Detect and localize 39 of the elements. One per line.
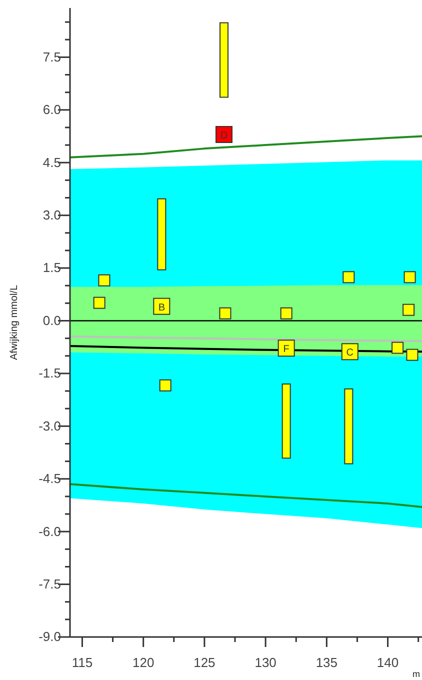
x-tick-label: 135: [316, 654, 338, 670]
x-tick-label: 120: [132, 654, 154, 670]
y-tick-label: -3.0: [38, 418, 61, 434]
y-tick-label: 1.5: [42, 260, 61, 276]
y-axis-title: Afwijking mmol/L: [9, 284, 20, 360]
y-tick-label: 0.0: [42, 312, 61, 328]
point: [280, 307, 292, 320]
bar: [344, 388, 354, 464]
x-tick-label: 140: [376, 654, 399, 670]
point: [159, 379, 172, 392]
y-tick-label: 3.0: [42, 207, 61, 222]
bar: [220, 22, 228, 98]
data-label: B: [158, 302, 166, 314]
x-tick-label: 115: [72, 654, 93, 670]
y-tick-label: 6.0: [42, 102, 61, 118]
data-label: D: [220, 130, 228, 142]
point: [219, 307, 232, 320]
x-tick-label: 130: [254, 654, 276, 670]
bar: [282, 383, 291, 459]
x-tick-label: 125: [194, 654, 216, 670]
y-tick-label: -6.0: [38, 524, 61, 539]
line-series: [70, 483, 422, 508]
point: [404, 271, 416, 284]
data-label: C: [346, 348, 354, 359]
point: [402, 304, 415, 316]
point: [406, 348, 418, 361]
y-tick-label: -1.5: [38, 366, 61, 381]
data-label: F: [283, 344, 290, 356]
point: [342, 271, 355, 284]
bar: [157, 198, 166, 270]
point: [98, 274, 110, 286]
y-tick-label: -7.5: [38, 576, 61, 592]
point: [392, 342, 404, 354]
point: [93, 296, 106, 309]
y-tick-label: -4.5: [38, 471, 61, 486]
x-axis-title: m: [412, 669, 420, 679]
y-tick-label: -9.0: [38, 629, 61, 644]
y-tick-label: 4.5: [42, 154, 61, 170]
y-tick-label: 7.5: [42, 49, 61, 64]
